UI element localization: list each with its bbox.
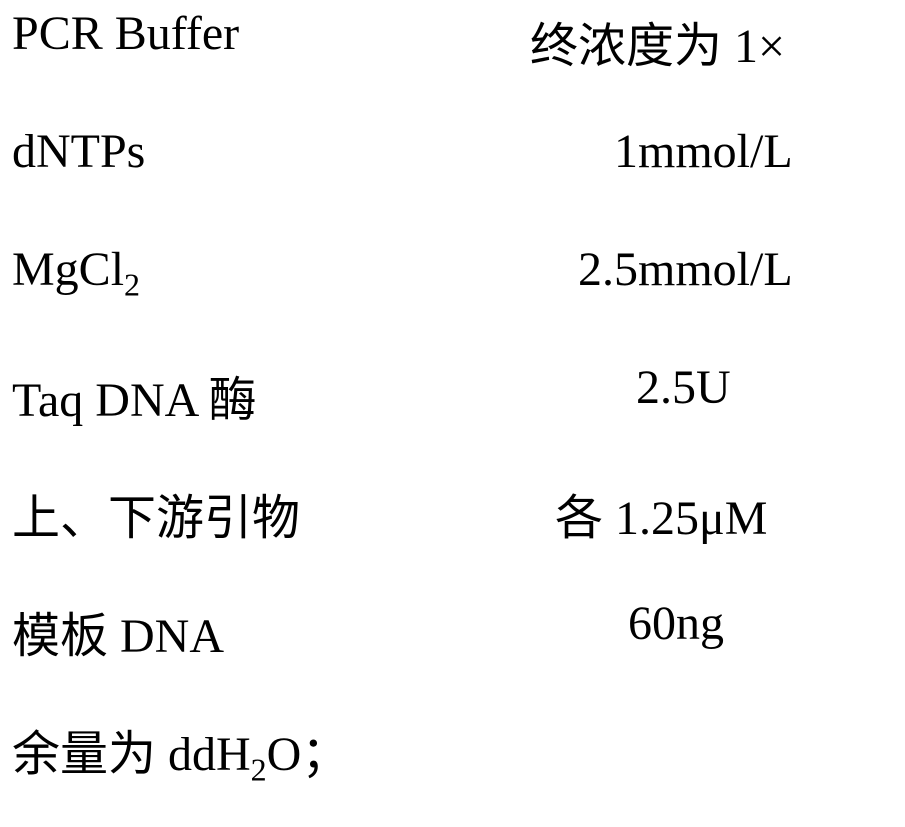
row-label: PCR Buffer — [12, 6, 239, 61]
row-label: 上、下游引物 — [12, 478, 300, 548]
row-label: Taq DNA 酶 — [12, 360, 257, 430]
row-label-sub: 2 — [124, 267, 140, 303]
row-value: 2.5U — [636, 360, 731, 415]
row-label-text: MgCl — [12, 243, 124, 296]
row-value: 2.5mmol/L — [578, 242, 793, 297]
footer-post: O； — [267, 728, 350, 781]
row-label: 模板 DNA — [12, 596, 224, 666]
row-value: 终浓度为 1× — [530, 6, 785, 76]
footer-pre: 余量为 ddH — [12, 728, 251, 781]
row-label: MgCl2 — [12, 242, 140, 297]
row-value: 1mmol/L — [614, 124, 793, 179]
footer-sub: 2 — [251, 752, 267, 788]
row-label: dNTPs — [12, 124, 145, 179]
footer-text: 余量为 ddH2O； — [12, 714, 349, 784]
row-value: 各 1.25μM — [555, 478, 767, 548]
row-value: 60ng — [628, 596, 724, 651]
